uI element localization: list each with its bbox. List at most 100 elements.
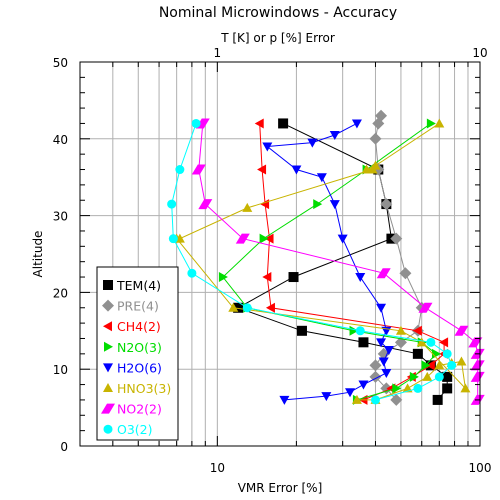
legend-label-h2o6: H2O(6) (117, 360, 162, 375)
y-tick-label: 30 (53, 210, 68, 224)
legend-label-tem4: TEM(4) (116, 278, 161, 293)
legend-label-pre4: PRE(4) (117, 299, 159, 314)
plot-frame (79, 61, 481, 447)
data-point-hno33 (416, 337, 427, 347)
data-point-o32 (187, 268, 197, 278)
top-tick-label: 10 (472, 46, 487, 60)
data-point-h2o6 (329, 200, 340, 210)
data-point-n2o3 (349, 325, 359, 336)
data-point-h2o6 (376, 338, 387, 348)
data-point-pre4 (390, 393, 403, 406)
data-point-o32 (426, 337, 436, 347)
data-point-pre4 (390, 232, 403, 245)
data-point-o32 (434, 372, 444, 382)
data-point-o32 (191, 118, 201, 128)
axis-ticks (79, 61, 481, 447)
data-point-no22 (470, 371, 485, 382)
data-point-tem4 (278, 118, 289, 129)
y-tick-label: 0 (60, 440, 68, 454)
data-point-tem4 (442, 371, 453, 382)
y-tick-label: 10 (53, 363, 68, 377)
legend-box (96, 266, 179, 441)
data-point-tem4 (412, 348, 423, 359)
legend-marker-hno33 (103, 383, 113, 392)
legend-marker-o32 (103, 424, 113, 434)
data-point-no22 (198, 199, 213, 210)
data-point-tem4 (296, 325, 307, 336)
legend-marker-h2o6 (103, 363, 113, 373)
data-point-hno33 (460, 383, 471, 393)
top-axis-label: T [K] or p [%] Error (220, 31, 335, 45)
y-tick-label: 40 (53, 133, 68, 147)
top-tick-label: 1 (214, 46, 222, 60)
series-line-n2o3 (222, 122, 437, 401)
series-ch42 (254, 118, 449, 405)
data-point-n2o3 (421, 360, 431, 371)
data-point-no22 (454, 325, 469, 336)
data-point-hno33 (242, 202, 253, 212)
data-point-n2o3 (409, 371, 419, 382)
data-point-h2o6 (307, 138, 318, 148)
data-point-h2o6 (351, 119, 362, 129)
data-point-h2o6 (345, 388, 356, 398)
data-point-n2o3 (313, 199, 323, 210)
data-point-tem4 (432, 394, 443, 405)
data-point-h2o6 (262, 142, 273, 152)
data-point-h2o6 (329, 130, 340, 140)
data-point-o32 (242, 303, 252, 313)
data-point-hno33 (361, 164, 372, 174)
data-point-hno33 (422, 371, 433, 381)
data-point-h2o6 (355, 273, 366, 283)
series-line-no22 (198, 123, 479, 400)
data-point-no22 (468, 337, 483, 348)
series-pre4 (369, 109, 428, 406)
data-point-hno33 (434, 118, 445, 128)
data-point-tem4 (358, 337, 369, 348)
data-point-o32 (442, 349, 452, 359)
data-point-tem4 (288, 272, 299, 283)
grid (80, 62, 480, 446)
data-point-ch42 (257, 164, 267, 175)
data-point-o32 (370, 395, 380, 405)
legend-label-hno33: HNO3(3) (117, 381, 171, 396)
data-point-ch42 (254, 118, 264, 129)
legend-marker-ch42 (103, 321, 112, 332)
legend-marker-pre4 (102, 299, 114, 312)
data-point-h2o6 (383, 346, 394, 355)
series-line-h2o6 (266, 122, 390, 401)
legend-label-no22: NO2(2) (117, 402, 162, 417)
data-point-n2o3 (218, 272, 228, 283)
x-tick-label: 100 (469, 461, 492, 475)
legend-label-o32: O3(2) (117, 422, 153, 437)
data-point-hno33 (370, 160, 381, 170)
legend-marker-tem4 (103, 280, 113, 290)
data-point-n2o3 (392, 383, 402, 394)
data-point-no22 (376, 268, 391, 279)
data-point-tem4 (442, 383, 453, 394)
data-point-o32 (167, 199, 177, 209)
data-point-tem4 (233, 302, 244, 313)
data-point-hno33 (434, 360, 445, 370)
data-point-no22 (191, 164, 206, 175)
data-point-ch42 (262, 272, 272, 283)
data-point-o32 (168, 234, 178, 244)
data-point-h2o6 (337, 234, 348, 244)
series-h2o6 (262, 119, 394, 405)
data-point-o32 (413, 383, 423, 393)
legend-label-n2o3: N2O(3) (117, 340, 162, 355)
data-point-o32 (175, 165, 185, 175)
series-o32 (167, 118, 457, 405)
y-tick-label: 50 (53, 56, 68, 70)
y-tick-label: 20 (53, 286, 68, 300)
data-point-o32 (447, 360, 457, 370)
data-point-n2o3 (259, 233, 269, 244)
y-axis-label: Altitude (31, 231, 45, 278)
x-axis-label: VMR Error [%] (238, 481, 323, 495)
data-point-h2o6 (376, 303, 387, 313)
data-point-ch42 (265, 302, 275, 313)
data-point-no22 (418, 302, 433, 313)
data-point-n2o3 (432, 348, 442, 359)
series-n2o3 (218, 118, 442, 405)
